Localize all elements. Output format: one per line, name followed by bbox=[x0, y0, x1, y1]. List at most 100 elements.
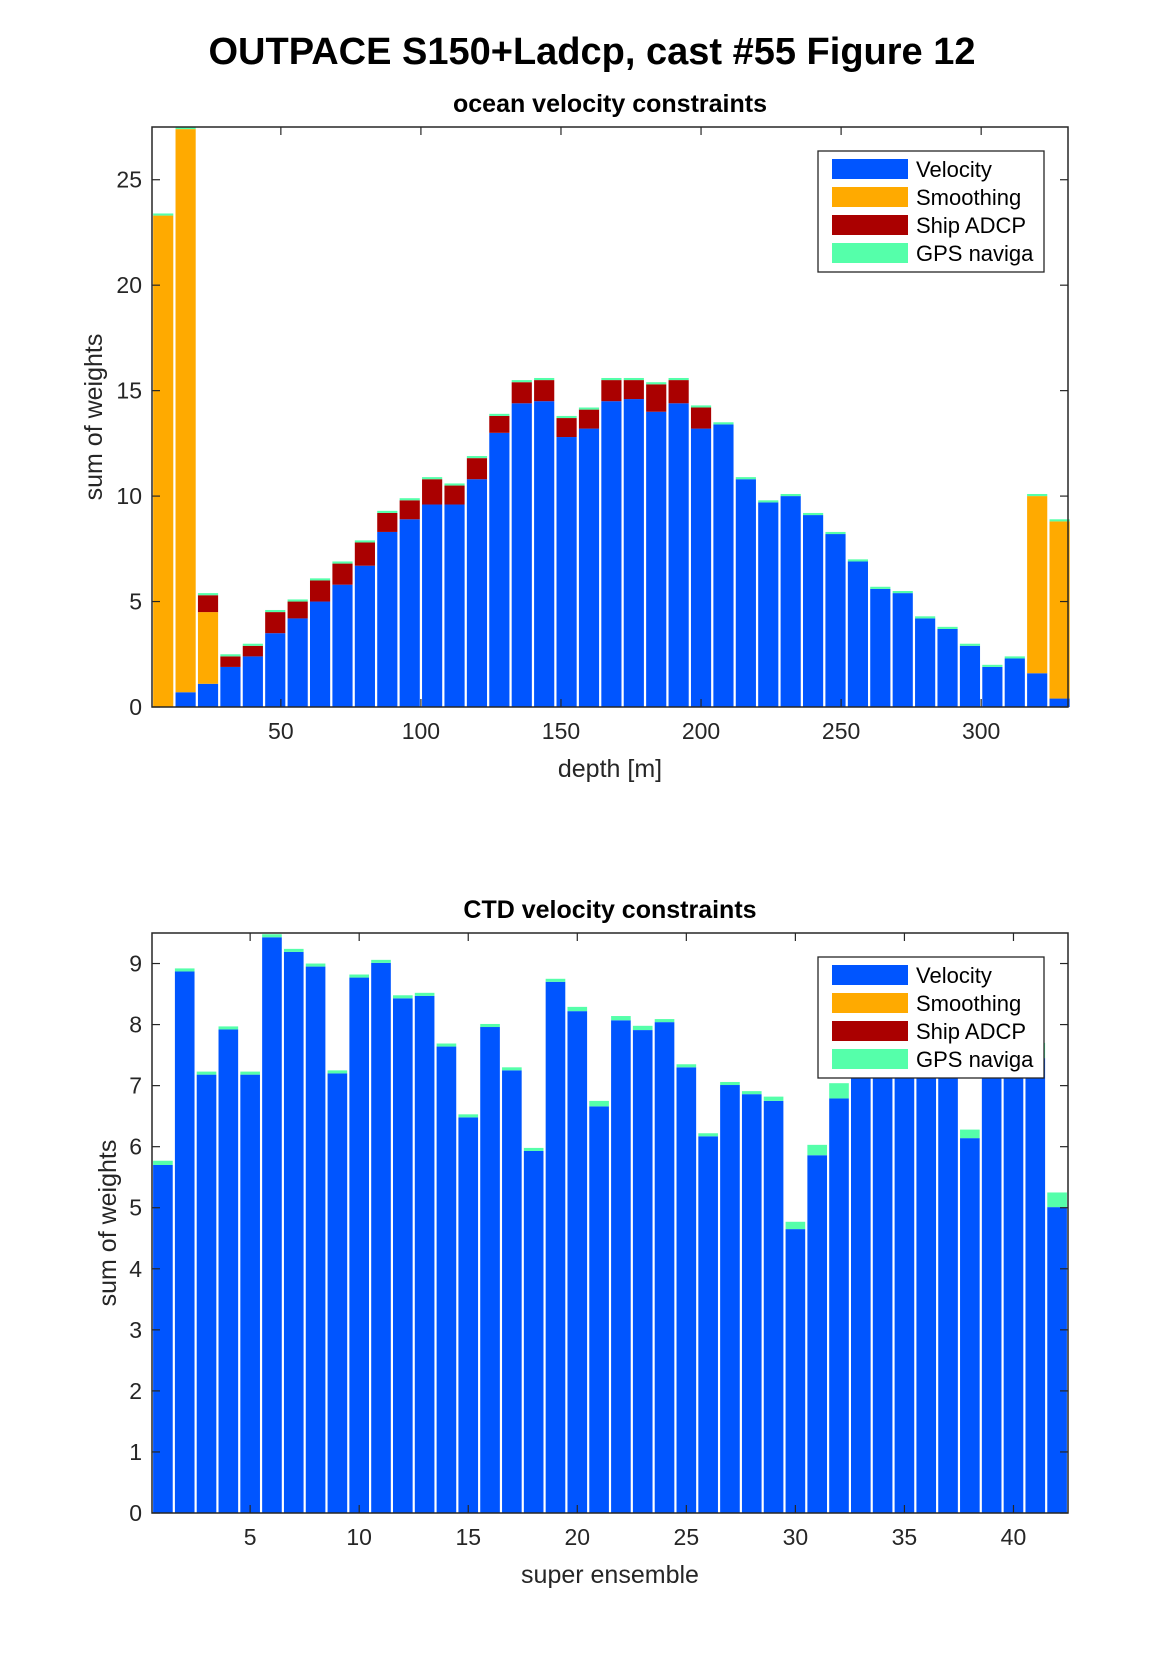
bar-gps-naviga bbox=[1049, 519, 1070, 522]
bar-smoothing bbox=[175, 129, 196, 693]
bar-velocity bbox=[758, 502, 779, 707]
bar-gps-naviga bbox=[1047, 1192, 1067, 1208]
y-tick-label: 1 bbox=[129, 1439, 142, 1465]
bar-velocity bbox=[309, 601, 331, 707]
bar-gps-naviga bbox=[892, 591, 913, 594]
bar-velocity bbox=[632, 1030, 653, 1513]
bar-gps-naviga bbox=[332, 561, 353, 564]
x-tick-label: 100 bbox=[402, 718, 440, 744]
bar-gps-naviga bbox=[327, 1070, 348, 1074]
bar-ship-adcp bbox=[377, 512, 398, 532]
bar-velocity bbox=[480, 1027, 500, 1513]
legend-swatch-gps-naviga bbox=[832, 1049, 908, 1069]
bar-velocity bbox=[262, 937, 282, 1513]
bar-gps-naviga bbox=[915, 616, 936, 619]
bar-gps-naviga bbox=[668, 377, 689, 381]
bar-gps-naviga bbox=[242, 643, 263, 646]
legend-label-velocity: Velocity bbox=[916, 963, 992, 988]
y-tick-label: 8 bbox=[129, 1012, 142, 1038]
bar-velocity bbox=[959, 645, 981, 707]
bar-ship-adcp bbox=[623, 380, 644, 400]
ctd-velocity-panel: CTD velocity constraints 5 10 15 20 25 30 35 40… bbox=[94, 896, 1069, 1589]
bar-ship-adcp bbox=[556, 418, 577, 438]
bar-velocity bbox=[892, 593, 913, 707]
bar-velocity bbox=[242, 656, 263, 707]
bar-gps-naviga bbox=[444, 483, 465, 486]
bar-gps-naviga bbox=[567, 1006, 588, 1012]
bar-velocity bbox=[305, 966, 326, 1513]
bar-velocity bbox=[1003, 1052, 1024, 1513]
bar-ship-adcp bbox=[690, 407, 712, 429]
x-tick-label: 20 bbox=[564, 1524, 590, 1550]
legend-swatch-ship-adcp bbox=[832, 215, 908, 235]
bar-velocity bbox=[349, 977, 370, 1513]
bar-velocity bbox=[982, 666, 1003, 707]
plot-frame bbox=[151, 932, 1069, 1514]
x-tick-label: 25 bbox=[674, 1524, 700, 1550]
bar-gps-naviga bbox=[870, 586, 891, 589]
bar-velocity bbox=[870, 588, 891, 707]
bar-ship-adcp bbox=[220, 656, 241, 667]
bar-velocity bbox=[1004, 658, 1025, 707]
y-tick-label: 25 bbox=[116, 167, 142, 193]
bar-gps-naviga bbox=[349, 974, 370, 978]
legend-label-ship-adcp: Ship ADCP bbox=[916, 213, 1026, 238]
bar-gps-naviga bbox=[153, 213, 174, 216]
bar-gps-naviga bbox=[623, 377, 644, 381]
bar-velocity bbox=[851, 1052, 871, 1513]
bar-velocity bbox=[511, 403, 532, 707]
bar-gps-naviga bbox=[458, 1114, 479, 1118]
bar-gps-naviga bbox=[511, 380, 532, 383]
bar-velocity bbox=[713, 424, 734, 707]
bar-gps-naviga bbox=[218, 1026, 239, 1030]
bar-gps-naviga bbox=[371, 959, 391, 963]
legend-swatch-smoothing bbox=[832, 187, 908, 207]
bar-gps-naviga bbox=[735, 477, 756, 480]
bar-gps-naviga bbox=[601, 377, 622, 381]
bar-gps-naviga bbox=[399, 498, 420, 501]
y-tick-label: 5 bbox=[129, 589, 142, 615]
bar-gps-naviga bbox=[262, 934, 282, 938]
bar-velocity bbox=[371, 962, 391, 1513]
bar-velocity bbox=[981, 1052, 1002, 1513]
x-tick-label: 300 bbox=[962, 718, 1000, 744]
legend-label-gps-naviga: GPS naviga bbox=[916, 1047, 1034, 1072]
bar-smoothing bbox=[153, 215, 174, 707]
bar-gps-naviga bbox=[758, 500, 779, 503]
bar-velocity bbox=[422, 504, 443, 707]
bar-gps-naviga bbox=[422, 477, 443, 480]
bar-gps-naviga bbox=[1027, 493, 1048, 497]
x-tick-label: 10 bbox=[346, 1524, 372, 1550]
bar-velocity bbox=[803, 515, 824, 707]
bar-gps-naviga bbox=[676, 1064, 697, 1068]
bar-velocity bbox=[466, 479, 488, 707]
bar-gps-naviga bbox=[283, 948, 304, 952]
bar-velocity bbox=[780, 496, 801, 707]
x-tick-label: 150 bbox=[542, 718, 580, 744]
x-tick-label: 50 bbox=[268, 718, 294, 744]
bar-gps-naviga bbox=[502, 1067, 522, 1071]
bar-velocity bbox=[646, 411, 667, 707]
y-tick-label: 6 bbox=[129, 1134, 142, 1160]
bar-gps-naviga bbox=[982, 664, 1003, 667]
bar-velocity bbox=[654, 1022, 675, 1513]
bar-gps-naviga bbox=[174, 968, 195, 972]
bar-gps-naviga bbox=[197, 593, 219, 596]
bar-ship-adcp bbox=[422, 479, 443, 505]
bar-velocity bbox=[829, 1098, 849, 1513]
x-tick-label: 30 bbox=[783, 1524, 809, 1550]
bar-velocity bbox=[556, 437, 577, 707]
legend-swatch-velocity bbox=[832, 159, 908, 179]
bar-velocity bbox=[611, 1020, 631, 1513]
bar-velocity bbox=[399, 519, 420, 707]
bar-ship-adcp bbox=[265, 612, 286, 634]
x-tick-label: 15 bbox=[455, 1524, 481, 1550]
bar-gps-naviga bbox=[763, 1096, 784, 1101]
legend-swatch-ship-adcp bbox=[832, 1021, 908, 1041]
legend: Velocity Smoothing Ship ADCP GPS naviga bbox=[817, 150, 1045, 273]
bar-ship-adcp bbox=[578, 409, 600, 429]
bar-ship-adcp bbox=[197, 595, 219, 613]
bar-velocity bbox=[1025, 1058, 1046, 1513]
bar-velocity bbox=[601, 401, 622, 707]
bar-gps-naviga bbox=[632, 1025, 653, 1031]
